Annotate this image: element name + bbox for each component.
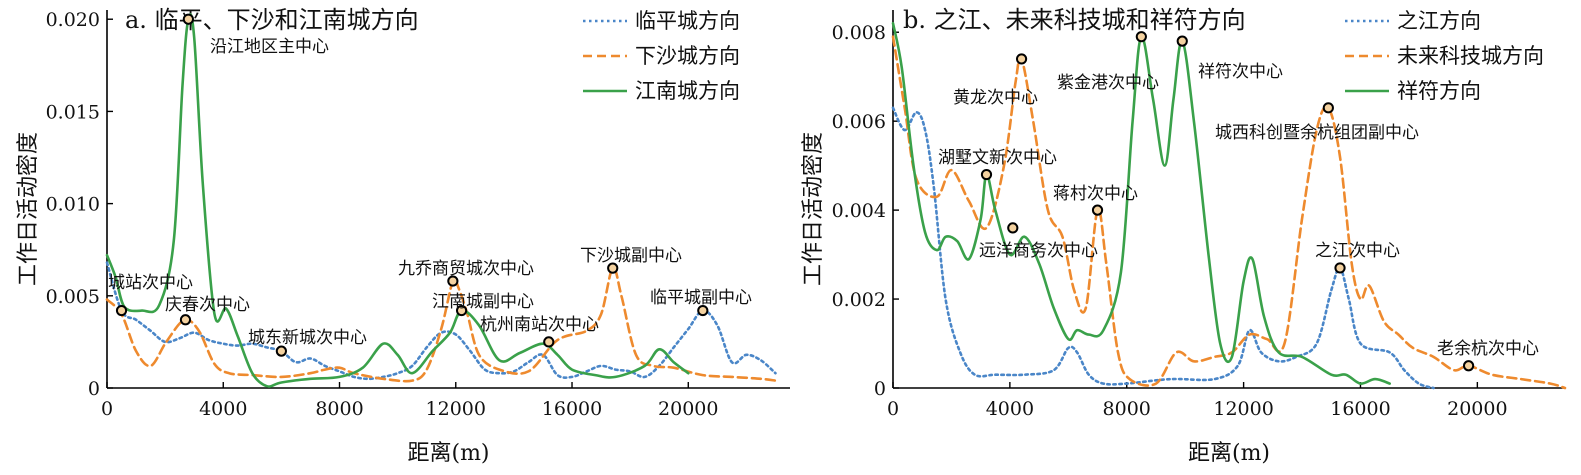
y-tick-label: 0 (874, 378, 886, 400)
x-tick-label: 4000 (986, 398, 1034, 420)
x-tick-label: 8000 (315, 398, 363, 420)
chart-title: b. 之江、未来科技城和祥符方向 (903, 6, 1246, 34)
series-line-2 (891, 35, 1567, 390)
x-tick-label: 20000 (1447, 398, 1507, 420)
x-tick-label: 16000 (1330, 398, 1390, 420)
annotation-label: 黄龙次中心 (953, 88, 1038, 108)
peak-marker (1007, 222, 1019, 234)
peak-marker (182, 13, 194, 25)
series-line-1 (105, 261, 777, 381)
peak-marker (179, 314, 192, 326)
x-tick-label: 0 (101, 398, 113, 420)
peak-marker (1015, 53, 1028, 65)
annotation-label: 蒋村次中心 (1053, 184, 1138, 204)
peak-marker (1462, 360, 1475, 372)
y-axis-label: 工作日活动密度 (801, 132, 826, 286)
x-axis-label: 距离(m) (407, 441, 489, 466)
peak-marker (1334, 262, 1346, 274)
x-tick-label: 0 (887, 398, 899, 420)
annotation-label: 之江次中心 (1315, 241, 1400, 261)
series-line-1 (891, 106, 1435, 390)
chart-title: a. 临平、下沙和江南城方向 (125, 6, 419, 34)
annotation-label: 临平城副中心 (650, 288, 752, 308)
annotation-label: 紫金港次中心 (1057, 73, 1159, 93)
y-tick-label: 0.005 (46, 286, 100, 308)
peak-marker (607, 262, 619, 274)
annotation-label: 城西科创暨余杭组团副中心 (1215, 123, 1419, 143)
peak-marker (1091, 204, 1104, 216)
annotation-label: 城站次中心 (108, 273, 193, 293)
annotation-label: 杭州南站次中心 (480, 315, 599, 335)
series-line-3 (105, 13, 690, 388)
y-tick-label: 0.010 (46, 194, 100, 216)
y-tick-label: 0.020 (46, 9, 100, 31)
annotation-label: 祥符次中心 (1198, 62, 1283, 82)
x-tick-label: 12000 (426, 398, 486, 420)
annotation-label: 下沙城副中心 (580, 246, 682, 266)
legend-label: 下沙城方向 (635, 44, 740, 68)
peak-marker (980, 168, 993, 181)
y-axis-label: 工作日活动密度 (16, 132, 41, 286)
peak-marker (1176, 35, 1188, 47)
annotation-label: 湖墅文新次中心 (938, 148, 1057, 168)
y-tick-label: 0.008 (832, 22, 886, 44)
annotation-label: 城东新城次中心 (248, 328, 367, 348)
legend-label: 之江方向 (1397, 9, 1481, 33)
legend-label: 祥符方向 (1397, 79, 1481, 103)
y-tick-label: 0.002 (832, 289, 886, 311)
y-tick-label: 0.004 (832, 200, 886, 222)
x-axis-label: 距离(m) (1188, 441, 1270, 466)
x-tick-label: 4000 (199, 398, 247, 420)
peak-marker (447, 275, 459, 287)
legend-label: 未来科技城方向 (1397, 44, 1544, 68)
x-tick-label: 8000 (1103, 398, 1151, 420)
peak-marker (275, 345, 287, 357)
peak-marker (1322, 102, 1334, 114)
peak-marker (543, 336, 555, 348)
annotation-label: 老余杭次中心 (1437, 339, 1539, 359)
y-tick-label: 0.006 (832, 111, 886, 133)
peak-marker (455, 304, 468, 317)
series-line-3 (891, 22, 1391, 385)
y-tick-label: 0 (88, 378, 100, 400)
annotation-label: 江南城副中心 (432, 292, 534, 312)
x-tick-label: 20000 (658, 398, 718, 420)
x-tick-label: 12000 (1213, 398, 1273, 420)
legend-label: 江南城方向 (635, 79, 740, 103)
peak-marker (115, 304, 128, 317)
annotation-label: 沿江地区主中心 (210, 37, 329, 57)
legend-label: 临平城方向 (635, 9, 740, 33)
annotation-label: 庆春次中心 (165, 295, 250, 315)
peak-marker (1135, 31, 1147, 43)
x-tick-label: 16000 (542, 398, 602, 420)
annotation-label: 远洋商务次中心 (979, 241, 1098, 261)
y-tick-label: 0.015 (46, 101, 100, 123)
peak-marker (697, 304, 709, 317)
annotation-label: 九乔商贸城次中心 (398, 259, 534, 279)
